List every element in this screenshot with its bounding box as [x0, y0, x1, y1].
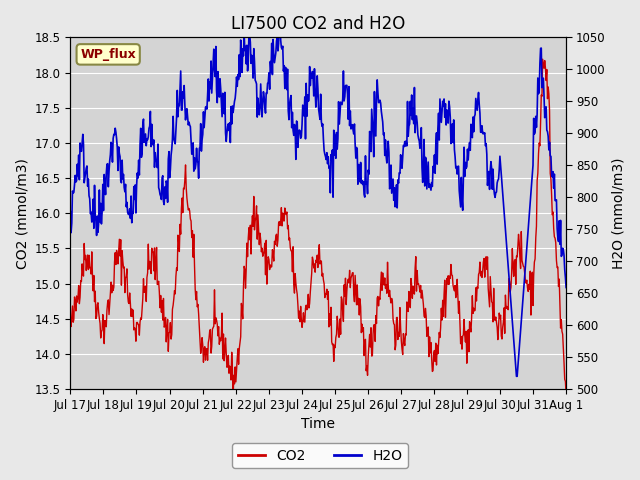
Y-axis label: H2O (mmol/m3): H2O (mmol/m3) [611, 157, 625, 269]
Legend: CO2, H2O: CO2, H2O [232, 443, 408, 468]
X-axis label: Time: Time [301, 418, 335, 432]
Y-axis label: CO2 (mmol/m3): CO2 (mmol/m3) [15, 158, 29, 269]
Title: LI7500 CO2 and H2O: LI7500 CO2 and H2O [231, 15, 405, 33]
Text: WP_flux: WP_flux [80, 48, 136, 61]
